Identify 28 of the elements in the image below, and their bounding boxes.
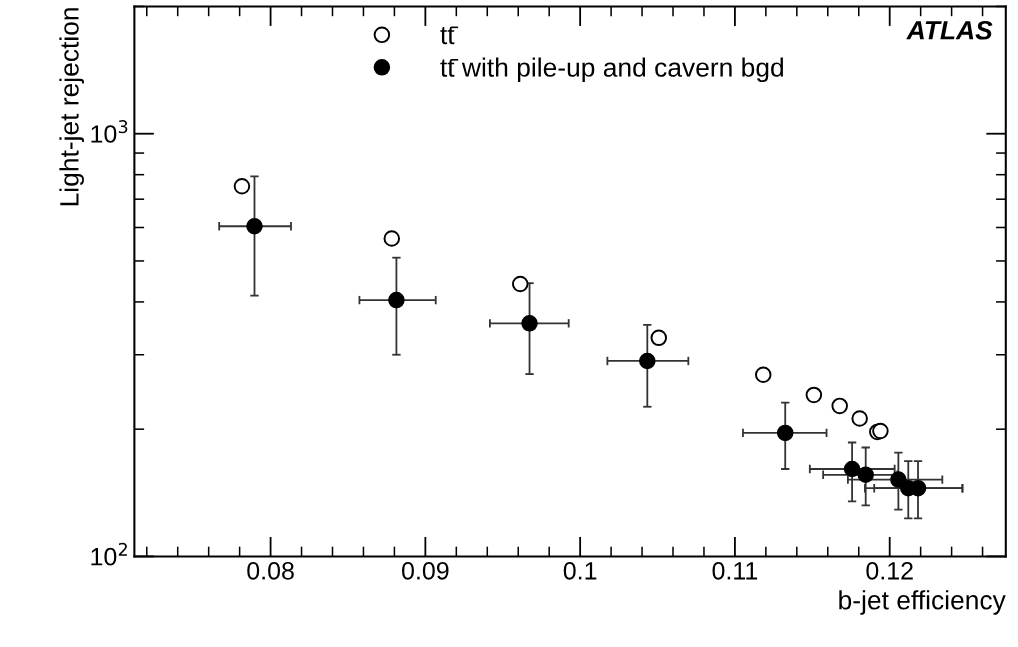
x-tick-label: 0.09 (402, 561, 449, 580)
point (805, 386, 823, 404)
point (639, 352, 656, 370)
y-tick-label: 10$^{3}$ (91, 120, 128, 143)
x-axis-title: b-jet efficiency (839, 590, 1006, 615)
legend-label: tt̄ with pile-up and cavern bgd (440, 57, 783, 83)
point (776, 424, 794, 442)
point (388, 291, 405, 309)
point (650, 329, 668, 347)
point (890, 471, 907, 488)
x-tick-label: 0.11 (712, 561, 758, 580)
point (521, 315, 538, 332)
point (754, 366, 772, 384)
point (233, 178, 251, 195)
point (843, 460, 861, 478)
point (383, 230, 401, 247)
point (511, 275, 529, 293)
x-tick-label: 0.08 (247, 561, 294, 580)
y-axis-title: Light-jet rejection (59, 8, 84, 206)
point (246, 218, 263, 235)
point (831, 397, 848, 415)
x-tick-label: 0.12 (866, 561, 913, 580)
annotation: ATLAS (906, 20, 993, 40)
y-tick-label: 10$^{2}$ (91, 542, 127, 566)
point (857, 466, 874, 484)
legend-label: tt̄ (440, 26, 459, 45)
point (851, 410, 868, 427)
x-tick-label: 0.1 (563, 561, 597, 580)
